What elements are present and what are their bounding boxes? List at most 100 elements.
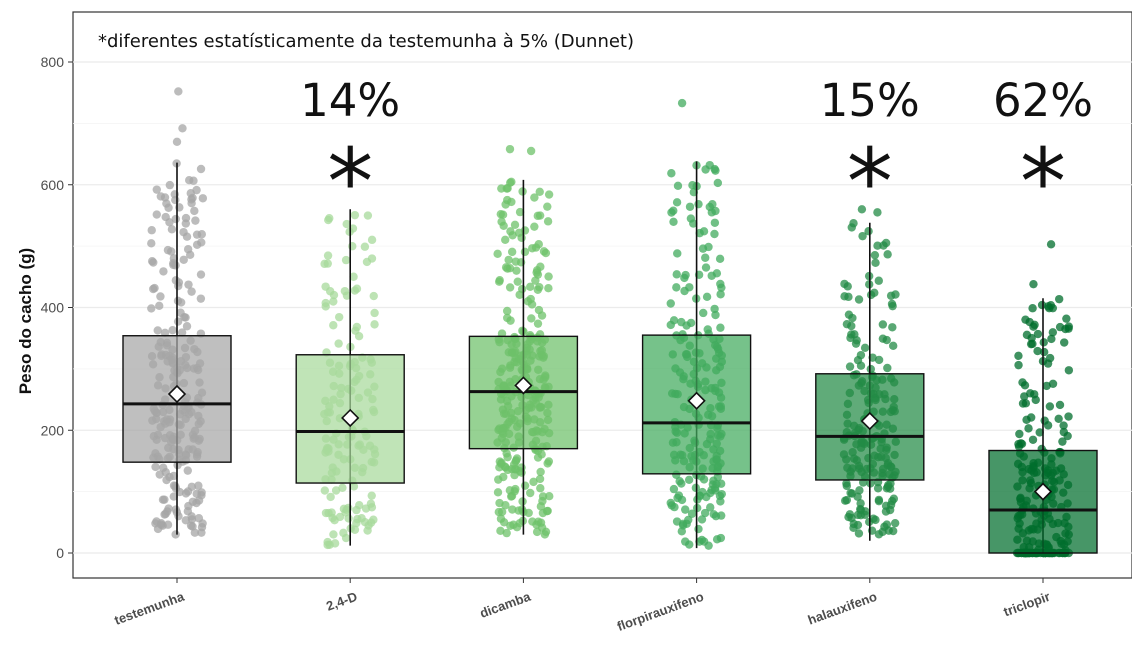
data-point xyxy=(874,530,884,539)
data-point xyxy=(350,210,360,220)
box-group-testemunha: testemunha xyxy=(112,87,232,628)
data-point xyxy=(682,321,691,330)
data-point xyxy=(1014,439,1023,449)
data-point xyxy=(851,339,861,348)
y-tick-label: 0 xyxy=(56,545,64,561)
data-point xyxy=(1062,314,1071,323)
data-point xyxy=(888,526,898,536)
data-point xyxy=(840,279,849,289)
data-point xyxy=(1035,428,1044,437)
y-axis: 0 200 400 600 800 xyxy=(41,54,1132,561)
data-point xyxy=(156,192,166,201)
box xyxy=(988,449,1098,554)
data-point xyxy=(329,297,338,306)
data-point xyxy=(866,364,875,374)
data-point xyxy=(503,452,512,462)
data-point xyxy=(508,505,517,514)
data-point xyxy=(854,295,864,304)
data-point xyxy=(327,508,336,517)
data-point xyxy=(544,284,553,293)
data-point xyxy=(856,504,865,514)
outlier-point xyxy=(873,208,882,217)
mean-marker xyxy=(1033,482,1053,501)
data-point xyxy=(526,488,535,498)
data-point xyxy=(710,229,719,239)
data-point xyxy=(687,509,697,518)
data-point xyxy=(320,259,329,269)
data-point xyxy=(501,200,510,209)
outlier-point xyxy=(178,124,187,133)
data-point xyxy=(165,180,175,190)
data-point xyxy=(1048,379,1058,388)
data-point xyxy=(673,493,682,503)
significance-star: * xyxy=(1020,129,1066,236)
data-point xyxy=(354,332,364,341)
data-point xyxy=(536,502,546,511)
data-point xyxy=(713,472,723,482)
percent-label: 62% xyxy=(993,74,1093,127)
data-point xyxy=(497,184,506,193)
data-point xyxy=(699,475,709,484)
outlier-point xyxy=(172,137,182,146)
data-point xyxy=(874,355,884,365)
mean-marker xyxy=(860,411,879,431)
data-point xyxy=(873,241,882,250)
mean-marker xyxy=(167,384,187,404)
data-point xyxy=(181,516,191,525)
data-point xyxy=(511,457,520,466)
box-group-florpirauxifeno: florpirauxifeno xyxy=(615,98,752,634)
y-tick-label: 400 xyxy=(41,300,65,316)
data-point xyxy=(1039,347,1049,357)
data-point xyxy=(181,219,191,228)
data-point xyxy=(159,463,168,472)
data-point xyxy=(329,530,338,539)
mean-marker xyxy=(341,408,360,428)
data-point xyxy=(528,244,537,253)
data-point xyxy=(1040,416,1049,425)
y-axis-label: Peso do cacho (g) xyxy=(16,247,35,395)
data-point xyxy=(866,290,876,300)
data-point xyxy=(515,207,525,217)
data-point xyxy=(496,514,506,523)
data-point xyxy=(673,249,682,258)
data-point xyxy=(197,238,206,247)
data-point xyxy=(847,321,856,331)
data-point xyxy=(889,341,898,351)
box-group-24d: 2,4-D xyxy=(295,209,405,614)
data-point xyxy=(527,314,536,323)
data-point xyxy=(701,253,710,262)
data-point xyxy=(501,263,511,272)
data-point xyxy=(177,328,187,337)
data-point xyxy=(334,339,343,348)
data-point xyxy=(501,501,510,510)
data-point xyxy=(194,481,203,490)
data-point xyxy=(537,523,547,532)
data-point xyxy=(169,254,179,263)
data-point xyxy=(841,496,850,505)
data-point xyxy=(891,290,900,299)
data-point xyxy=(151,462,160,472)
data-point xyxy=(710,218,720,227)
data-point xyxy=(1055,400,1065,410)
data-point xyxy=(860,343,870,353)
data-point xyxy=(1033,346,1042,356)
data-point xyxy=(162,475,171,485)
data-point xyxy=(716,497,725,506)
data-point xyxy=(856,361,866,370)
data-point xyxy=(503,184,512,193)
data-point xyxy=(503,465,512,475)
outlier-point xyxy=(857,205,867,214)
data-point xyxy=(504,255,513,265)
data-point xyxy=(694,199,703,209)
data-point xyxy=(854,529,864,538)
data-point xyxy=(323,251,333,260)
data-point xyxy=(1064,412,1073,421)
data-point xyxy=(874,495,884,505)
data-point xyxy=(853,520,863,530)
plot-panel xyxy=(72,11,1132,579)
data-point xyxy=(684,475,694,485)
data-point xyxy=(363,526,372,535)
data-point xyxy=(1060,338,1069,347)
data-point xyxy=(530,193,539,202)
data-point xyxy=(535,282,544,292)
